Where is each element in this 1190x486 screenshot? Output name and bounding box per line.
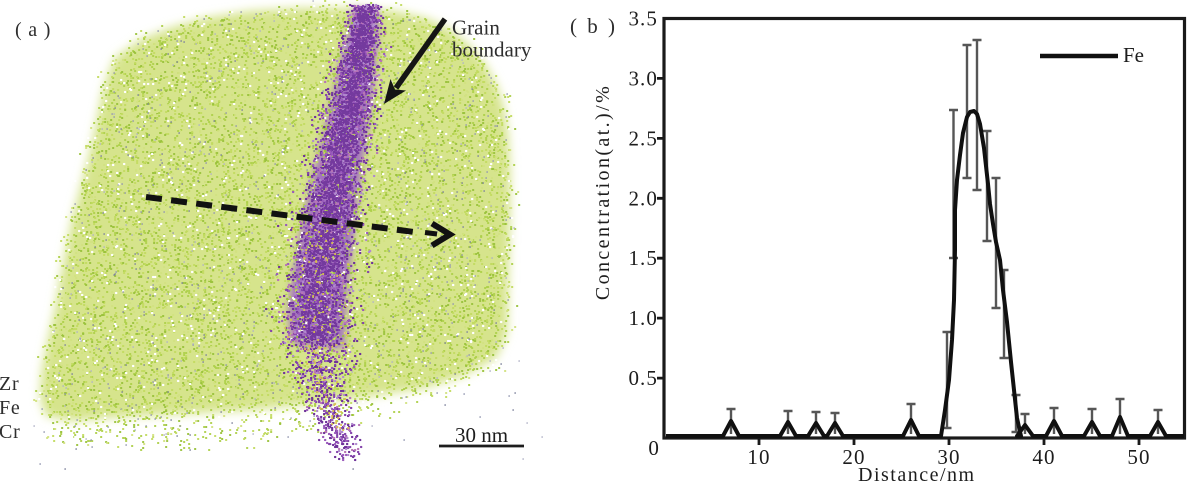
- svg-text:Distance/nm: Distance/nm: [858, 464, 976, 486]
- svg-text:( b ): ( b ): [570, 14, 618, 38]
- svg-text:Zr: Zr: [0, 373, 19, 395]
- svg-text:Concentration(at.)/%: Concentration(at.)/%: [592, 84, 614, 300]
- svg-text:Cr: Cr: [0, 421, 21, 443]
- svg-text:0.5: 0.5: [628, 366, 658, 390]
- svg-text:10: 10: [747, 445, 770, 469]
- svg-text:30: 30: [937, 445, 960, 469]
- svg-text:1.0: 1.0: [628, 306, 658, 330]
- svg-text:Fe: Fe: [1123, 43, 1144, 67]
- svg-text:2.0: 2.0: [628, 186, 658, 210]
- svg-text:2.5: 2.5: [628, 126, 658, 150]
- svg-text:0: 0: [648, 436, 660, 460]
- svg-text:Fe: Fe: [0, 397, 21, 419]
- svg-text:20: 20: [842, 445, 865, 469]
- svg-text:( a ): ( a ): [15, 19, 51, 41]
- svg-text:3.5: 3.5: [628, 7, 658, 31]
- svg-text:1.5: 1.5: [628, 246, 658, 270]
- svg-text:3.0: 3.0: [628, 66, 658, 90]
- svg-text:Grain: Grain: [452, 16, 500, 40]
- svg-text:30 nm: 30 nm: [455, 423, 508, 447]
- svg-text:50: 50: [1127, 445, 1150, 469]
- svg-text:40: 40: [1032, 445, 1055, 469]
- svg-text:boundary: boundary: [452, 38, 532, 62]
